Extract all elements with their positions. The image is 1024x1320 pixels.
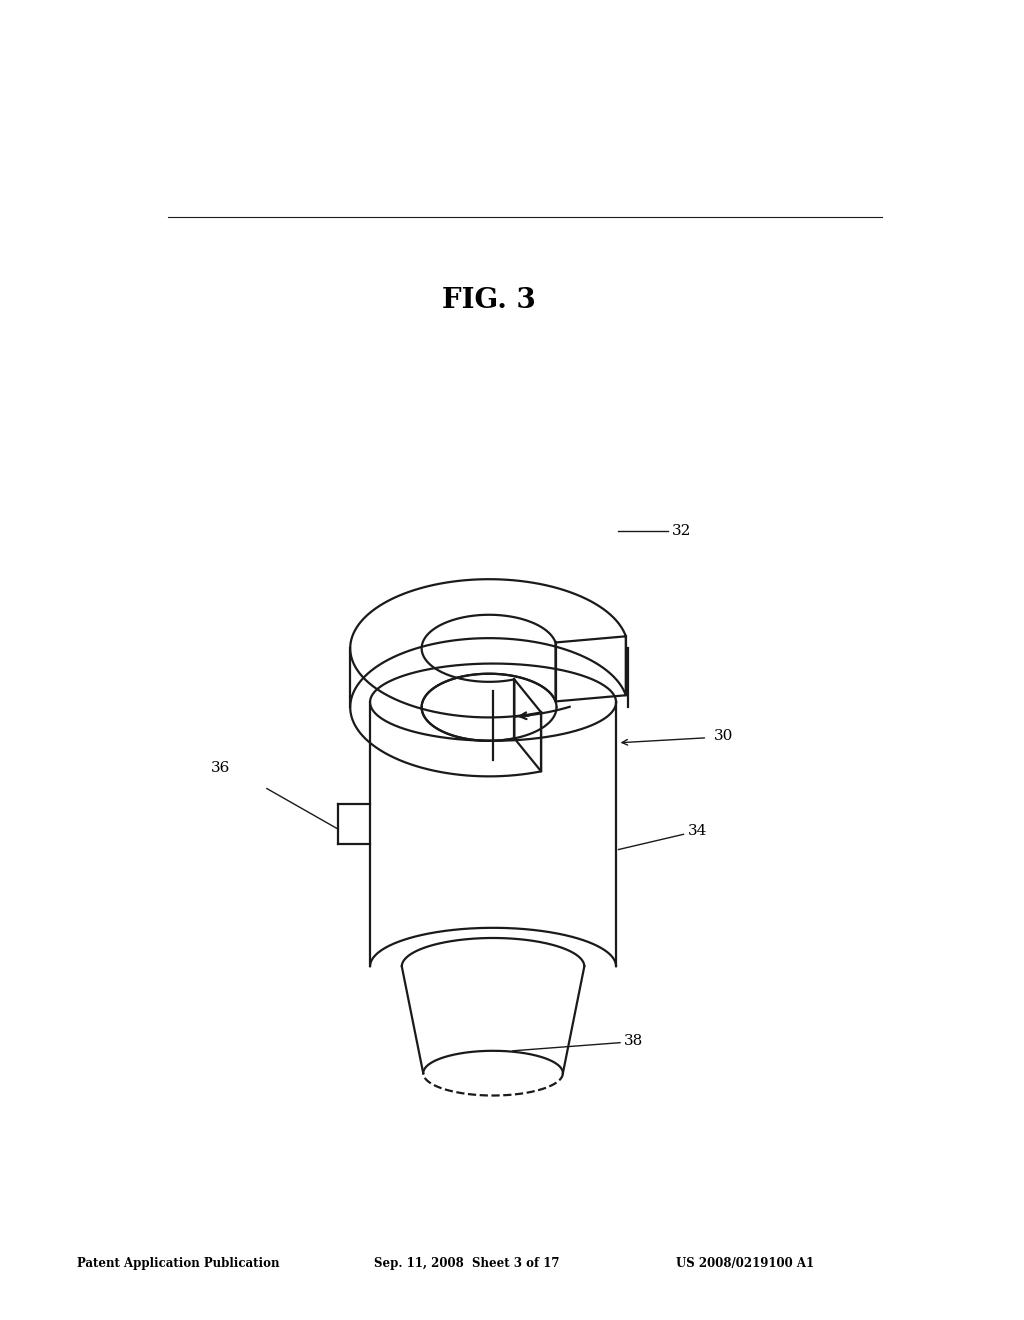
- Text: FIG. 3: FIG. 3: [442, 288, 536, 314]
- Text: 38: 38: [624, 1034, 643, 1048]
- Text: 30: 30: [714, 729, 733, 743]
- Text: US 2008/0219100 A1: US 2008/0219100 A1: [676, 1257, 814, 1270]
- Text: 32: 32: [672, 524, 691, 539]
- Text: Sep. 11, 2008  Sheet 3 of 17: Sep. 11, 2008 Sheet 3 of 17: [374, 1257, 559, 1270]
- Text: Patent Application Publication: Patent Application Publication: [77, 1257, 280, 1270]
- Text: 36: 36: [211, 762, 230, 775]
- Text: 34: 34: [688, 824, 708, 838]
